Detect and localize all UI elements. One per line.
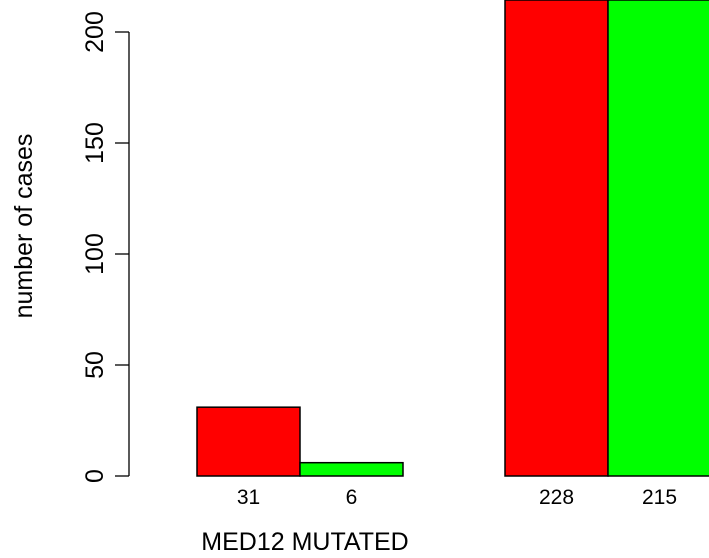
y-tick-label: 50	[81, 351, 109, 379]
bar-value-label: 215	[642, 486, 677, 509]
bar	[504, 0, 609, 477]
y-tick-label: 150	[81, 122, 109, 164]
y-axis-label: number of cases	[10, 134, 38, 319]
bar-value-label: 6	[346, 486, 358, 509]
bar-labels-layer: 31 6 228 215	[237, 486, 677, 509]
y-tick-label: 200	[81, 11, 109, 53]
bar	[196, 406, 301, 477]
y-tick-label: 0	[81, 469, 109, 483]
group-label: MED12 MUTATED	[201, 528, 408, 556]
group-labels-layer: MED12 MUTATED	[201, 528, 408, 556]
y-tick-label: 100	[81, 233, 109, 275]
bar	[607, 0, 709, 477]
bar	[299, 461, 404, 477]
y-axis: 0 50 100 150 200	[81, 11, 130, 483]
bar-value-label: 31	[237, 486, 260, 509]
bar-value-label: 228	[539, 486, 574, 509]
bars-layer	[196, 0, 709, 477]
